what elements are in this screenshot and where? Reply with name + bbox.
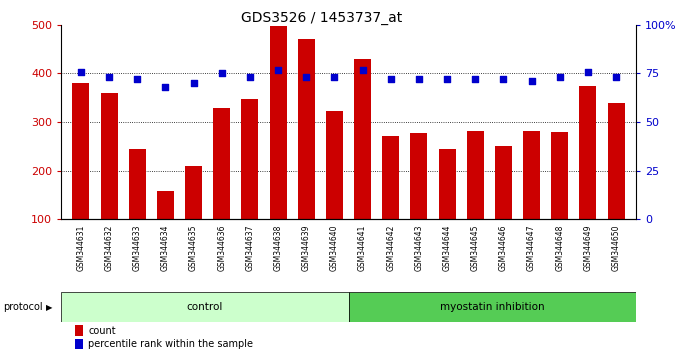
Bar — [382, 136, 399, 219]
Bar — [495, 147, 512, 219]
Point — [611, 74, 622, 80]
Point — [441, 76, 452, 82]
Bar — [349, 292, 636, 322]
Point — [245, 74, 256, 80]
Text: GSM344638: GSM344638 — [273, 225, 283, 271]
Bar — [608, 103, 624, 219]
Text: GSM344637: GSM344637 — [245, 225, 254, 271]
Point — [583, 69, 594, 74]
Bar — [354, 59, 371, 219]
Bar — [157, 191, 174, 219]
Point — [470, 76, 481, 82]
Text: GSM344639: GSM344639 — [302, 225, 311, 271]
Text: count: count — [88, 326, 116, 336]
Text: GSM344646: GSM344646 — [499, 225, 508, 271]
Bar — [75, 338, 83, 349]
Point — [413, 76, 424, 82]
Text: GDS3526 / 1453737_at: GDS3526 / 1453737_at — [241, 11, 402, 25]
Bar — [466, 131, 483, 219]
Text: GSM344648: GSM344648 — [556, 225, 564, 271]
Text: GSM344640: GSM344640 — [330, 225, 339, 271]
Bar — [185, 166, 202, 219]
Text: GSM344635: GSM344635 — [189, 225, 198, 271]
Bar — [73, 83, 89, 219]
Bar — [61, 292, 349, 322]
Text: GSM344632: GSM344632 — [105, 225, 114, 271]
Point — [160, 84, 171, 90]
Text: GSM344644: GSM344644 — [443, 225, 452, 271]
Text: GSM344647: GSM344647 — [527, 225, 536, 271]
Text: GSM344633: GSM344633 — [133, 225, 141, 271]
Point — [498, 76, 509, 82]
Bar — [101, 93, 118, 219]
Point — [132, 76, 143, 82]
Point — [357, 67, 368, 72]
Text: GSM344649: GSM344649 — [583, 225, 592, 271]
Bar — [551, 132, 568, 219]
Text: GSM344643: GSM344643 — [414, 225, 424, 271]
Point — [526, 78, 537, 84]
Bar — [326, 111, 343, 219]
Point — [216, 70, 227, 76]
Bar — [298, 39, 315, 219]
Bar — [129, 149, 146, 219]
Bar — [411, 133, 427, 219]
Bar — [214, 108, 231, 219]
Text: GSM344641: GSM344641 — [358, 225, 367, 271]
Bar — [523, 131, 540, 219]
Bar — [270, 26, 286, 219]
Point — [386, 76, 396, 82]
Text: GSM344645: GSM344645 — [471, 225, 480, 271]
Text: GSM344631: GSM344631 — [76, 225, 86, 271]
Text: ▶: ▶ — [46, 303, 53, 312]
Point — [188, 80, 199, 86]
Text: myostatin inhibition: myostatin inhibition — [440, 302, 545, 312]
Point — [301, 74, 311, 80]
Bar — [579, 86, 596, 219]
Text: protocol: protocol — [3, 302, 43, 312]
Text: GSM344650: GSM344650 — [611, 225, 621, 271]
Point — [103, 74, 114, 80]
Text: percentile rank within the sample: percentile rank within the sample — [88, 339, 254, 349]
Bar — [241, 99, 258, 219]
Text: GSM344636: GSM344636 — [217, 225, 226, 271]
Point — [75, 69, 86, 74]
Bar — [439, 149, 456, 219]
Point — [329, 74, 340, 80]
Text: GSM344634: GSM344634 — [161, 225, 170, 271]
Bar — [75, 325, 83, 336]
Point — [273, 67, 284, 72]
Text: control: control — [187, 302, 223, 312]
Text: GSM344642: GSM344642 — [386, 225, 395, 271]
Point — [554, 74, 565, 80]
